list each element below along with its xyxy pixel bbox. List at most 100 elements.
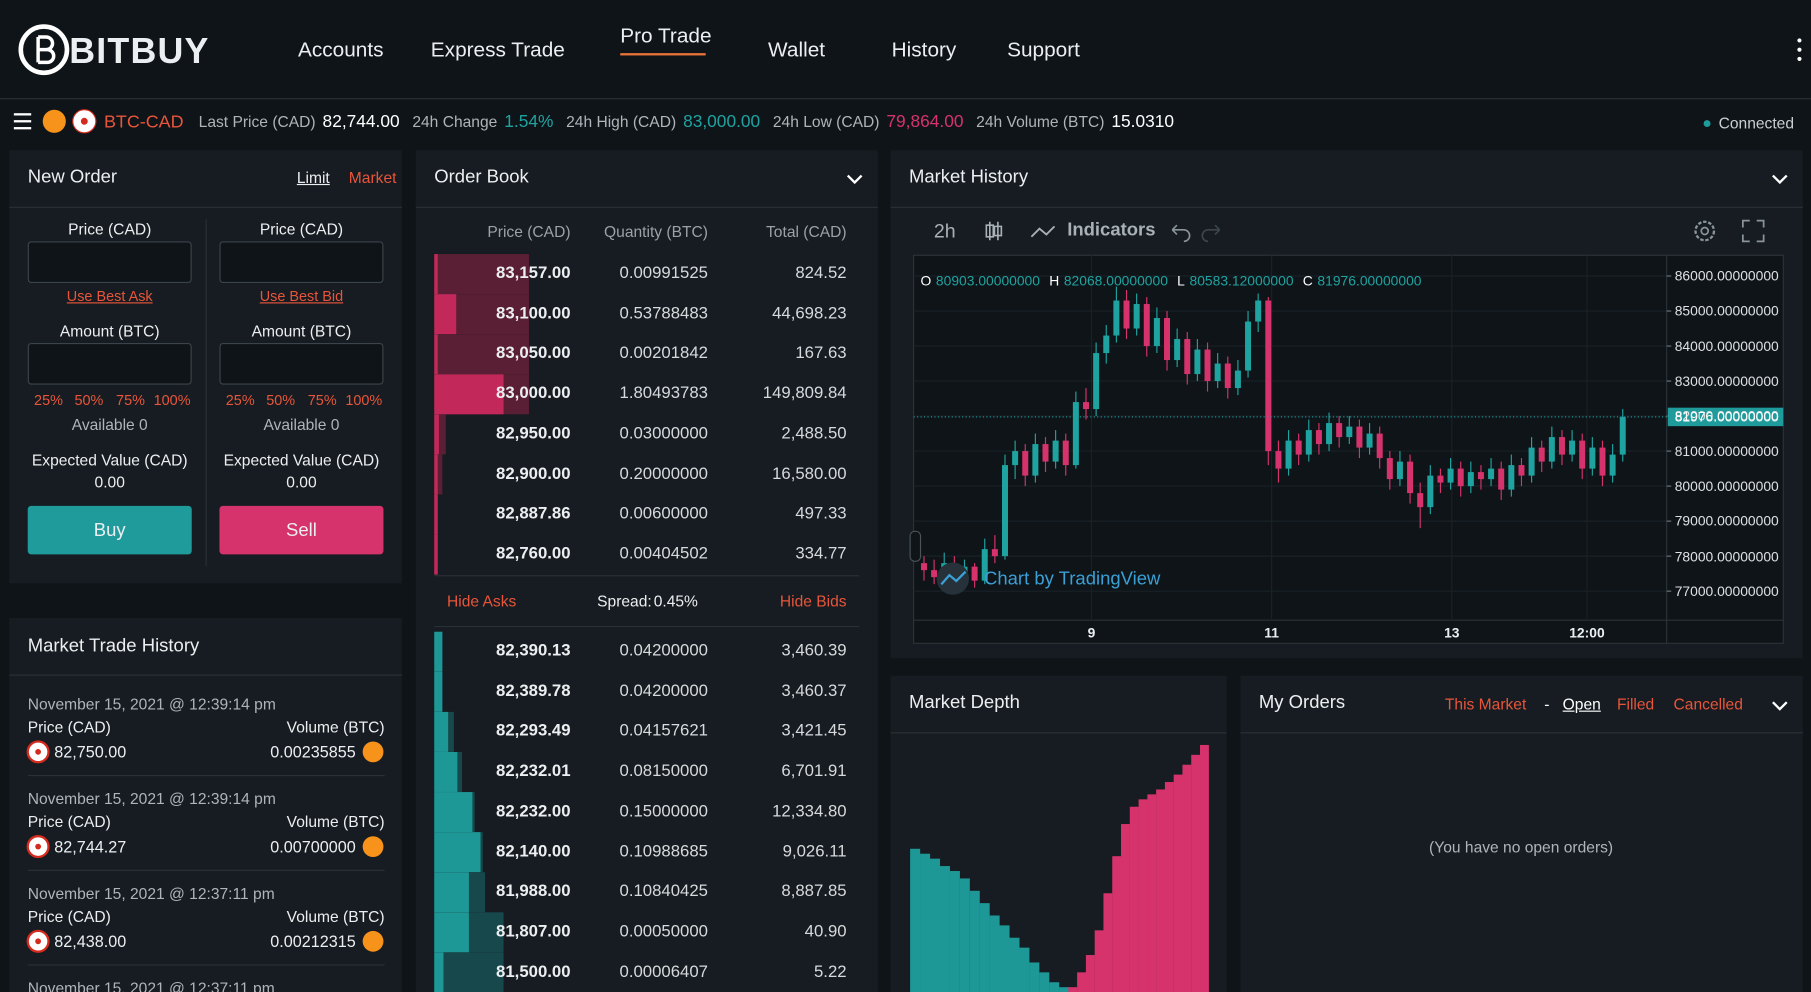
order-button-label[interactable]: Sell xyxy=(286,520,317,541)
best-price-link[interactable]: Use Best Bid xyxy=(259,288,344,305)
logo: BITBUY xyxy=(69,30,210,72)
depth-bar xyxy=(434,334,529,375)
order-button-label[interactable]: Buy xyxy=(93,520,126,541)
depth-bar xyxy=(434,294,457,335)
candle-body xyxy=(931,570,938,578)
order-price[interactable]: 82,760.00 xyxy=(496,544,571,564)
order-price[interactable]: 82,232.01 xyxy=(496,762,571,781)
trade-label: Price (CAD) xyxy=(27,718,111,737)
depth-bar xyxy=(434,792,473,833)
order-price[interactable]: 83,000.00 xyxy=(496,384,571,403)
candle-body xyxy=(1224,363,1231,389)
best-price-link[interactable]: Use Best Ask xyxy=(66,288,153,305)
candle-body xyxy=(1062,440,1069,466)
order-price[interactable]: 82,140.00 xyxy=(496,842,571,861)
order-total: 6,701.91 xyxy=(781,762,847,781)
ohlc-value: 80583.12000000 xyxy=(1189,272,1294,289)
y-tick-label: 85000.00000000 xyxy=(1674,302,1779,320)
last-price-tag xyxy=(1667,407,1784,427)
order-quantity: 0.04200000 xyxy=(619,681,708,701)
order-quantity: 0.03000000 xyxy=(619,424,708,443)
percent-button[interactable]: 50% xyxy=(74,392,104,409)
ohlc-legend: O 80903.00000000 H 82068.00000000 L 80583.120… xyxy=(921,274,1431,288)
order-tab[interactable]: Market xyxy=(348,168,397,187)
hide-asks-link[interactable]: Hide Asks xyxy=(446,592,517,611)
stat-label: Last Price (CAD) xyxy=(198,113,316,131)
candle-body xyxy=(1386,458,1393,480)
ohlc-value: 81976.00000000 xyxy=(1317,272,1422,289)
x-tick-label: 9 xyxy=(1087,624,1096,642)
y-tick-label: 80000.00000000 xyxy=(1674,478,1779,495)
interval-button[interactable]: 2h xyxy=(933,220,956,242)
percent-button[interactable]: 100% xyxy=(153,392,191,409)
logo-icon xyxy=(36,35,56,65)
order-filter[interactable]: Open xyxy=(1562,695,1601,713)
order-price[interactable]: 83,100.00 xyxy=(496,304,571,323)
panel xyxy=(1240,675,1803,992)
order-price[interactable]: 81,807.00 xyxy=(496,922,571,941)
hide-bids-link[interactable]: Hide Bids xyxy=(779,592,847,611)
candle-body xyxy=(1569,440,1576,455)
order-price[interactable]: 81,988.00 xyxy=(496,882,571,901)
order-button[interactable] xyxy=(219,505,384,555)
order-price[interactable]: 82,950.00 xyxy=(496,424,571,443)
nav-item[interactable]: Support xyxy=(1007,38,1080,62)
depth-bar xyxy=(434,952,504,992)
order-quantity: 0.04157621 xyxy=(619,722,708,741)
percent-button[interactable]: 25% xyxy=(225,392,255,409)
percent-button[interactable]: 50% xyxy=(266,392,296,409)
depth-ask-area xyxy=(1129,806,1139,992)
field-label: Price (CAD) xyxy=(259,220,344,239)
order-quantity: 1.80493783 xyxy=(619,384,708,403)
order-total: 44,698.23 xyxy=(772,304,847,323)
order-price[interactable]: 83,050.00 xyxy=(496,344,571,363)
candle-body xyxy=(971,566,978,581)
depth-bar xyxy=(434,534,438,575)
amount-input[interactable] xyxy=(27,343,192,385)
price-input[interactable] xyxy=(27,241,192,283)
order-tab[interactable]: Limit xyxy=(296,168,330,187)
depth-bar xyxy=(434,254,529,295)
percent-button[interactable]: 25% xyxy=(34,392,63,409)
panel xyxy=(9,617,402,992)
nav-item[interactable]: History xyxy=(891,38,957,62)
field-label: Expected Value (CAD) xyxy=(223,451,380,470)
order-price[interactable]: 82,390.13 xyxy=(496,641,571,661)
btc-icon xyxy=(42,109,66,133)
order-filter[interactable]: Filled xyxy=(1616,695,1655,713)
y-tick-label: 83000.00000000 xyxy=(1674,372,1779,390)
nav-item[interactable]: Pro Trade xyxy=(620,24,712,48)
pair-name[interactable]: BTC-CAD xyxy=(103,112,184,132)
order-price[interactable]: 82,887.86 xyxy=(496,504,571,524)
nav-item[interactable]: Accounts xyxy=(297,38,384,62)
percent-button[interactable]: 100% xyxy=(345,392,383,409)
ohlc-key: O xyxy=(920,272,932,289)
candle-body xyxy=(1609,454,1616,476)
amount-input[interactable] xyxy=(219,343,384,385)
order-price[interactable]: 82,293.49 xyxy=(496,722,571,741)
order-filter[interactable]: This Market xyxy=(1444,695,1527,713)
cad-flag-icon xyxy=(35,748,42,755)
ohlc-key: H xyxy=(1049,272,1060,289)
percent-button[interactable]: 75% xyxy=(307,392,337,409)
nav-item[interactable]: Wallet xyxy=(768,38,826,62)
indicators-button[interactable]: Indicators xyxy=(1067,220,1156,241)
price-input[interactable] xyxy=(219,241,384,283)
candle-body xyxy=(1204,349,1211,382)
nav-item[interactable]: Express Trade xyxy=(430,38,565,62)
percent-button[interactable]: 75% xyxy=(116,392,145,409)
order-filter[interactable]: Cancelled xyxy=(1673,695,1743,713)
order-button[interactable] xyxy=(27,505,192,555)
order-price[interactable]: 82,900.00 xyxy=(496,464,571,484)
cad-flag-icon xyxy=(35,938,42,945)
stat-label: 24h High (CAD) xyxy=(566,113,677,131)
x-tick-label: 11 xyxy=(1264,624,1279,642)
order-price[interactable]: 81,500.00 xyxy=(496,962,571,981)
order-price[interactable]: 83,157.00 xyxy=(496,264,571,283)
order-price[interactable]: 82,232.00 xyxy=(496,802,571,821)
spread-value: 0.45% xyxy=(653,592,698,611)
panel-title: Market Trade History xyxy=(27,636,200,657)
candle-body xyxy=(1498,468,1505,490)
order-quantity: 0.20000000 xyxy=(619,464,708,484)
order-price[interactable]: 82,389.78 xyxy=(496,681,571,701)
